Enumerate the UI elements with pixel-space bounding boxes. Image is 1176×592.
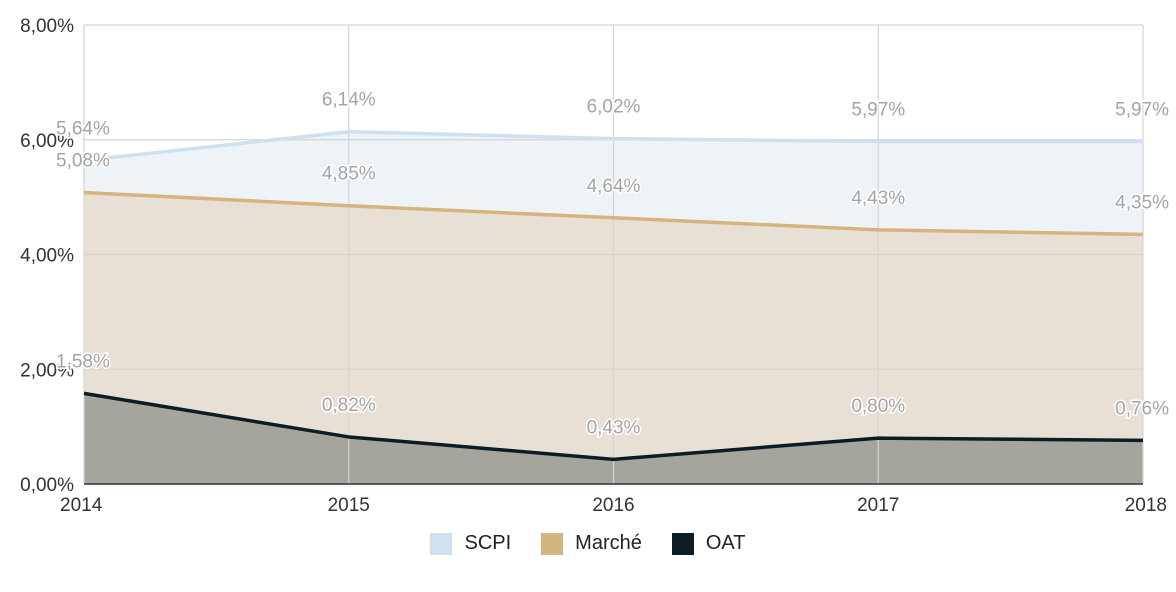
series-line-1 [83, 190, 1144, 237]
legend-swatch-0 [430, 532, 453, 555]
data-label-1-2: 4,64% [587, 176, 641, 197]
y-tick-label-4: 8,00% [20, 16, 74, 37]
legend-swatch-1 [541, 532, 564, 555]
data-label-2-4: 0,76% [1115, 398, 1169, 419]
x-tick-label-3: 2017 [857, 495, 899, 516]
x-tick-label-4: 2018 [1125, 495, 1167, 516]
data-label-2-1: 0,82% [322, 395, 376, 416]
y-tick-label-1: 2,00% [20, 360, 74, 381]
legend-label-1: Marché [575, 532, 642, 554]
legend: SCPI Marché OAT [0, 532, 1176, 555]
legend-label-0: SCPI [464, 532, 512, 554]
series-lines [83, 129, 1144, 462]
series-line-0 [83, 129, 1143, 163]
data-label-0-1: 6,14% [322, 90, 376, 111]
y-tick-label-0: 0,00% [20, 475, 74, 496]
data-label-1-3: 4,43% [851, 188, 905, 209]
x-tick-label-2: 2016 [592, 495, 634, 516]
data-label-0-3: 5,97% [851, 99, 905, 120]
data-label-0-0: 5,64% [56, 118, 110, 139]
data-label-1-0: 5,08% [56, 151, 110, 172]
x-tick-label-0: 2014 [60, 495, 103, 516]
data-label-2-0: 1,58% [56, 351, 110, 372]
data-label-0-2: 6,02% [587, 97, 641, 118]
x-tick-label-1: 2015 [328, 495, 370, 516]
legend-label-2: OAT [705, 532, 746, 554]
legend-item-1: Marché [541, 532, 642, 555]
data-label-2-2: 0,43% [587, 417, 641, 438]
y-tick-label-3: 6,00% [20, 131, 74, 152]
series-line-2 [83, 391, 1144, 462]
area-chart: 0,00% 2,00% 4,00% 6,00% 8,00% 2014 2015 2016 201… [20, 16, 1171, 516]
data-label-1-4: 4,35% [1115, 192, 1169, 213]
data-label-2-3: 0,80% [851, 396, 905, 417]
data-labels: 5,64% 6,14% 6,02% 5,97% 5,97% 5,08% 4,85% 4,64%… [55, 88, 1171, 440]
legend-item-2: OAT [671, 532, 746, 555]
y-tick-label-2: 4,00% [20, 246, 74, 267]
data-label-0-4: 5,97% [1115, 99, 1169, 120]
legend-item-0: SCPI [430, 532, 511, 555]
axes: 0,00% 2,00% 4,00% 6,00% 8,00% 2014 2015 2016 201… [20, 16, 1167, 516]
legend-swatch-2 [671, 532, 694, 555]
data-label-1-1: 4,85% [322, 164, 376, 185]
